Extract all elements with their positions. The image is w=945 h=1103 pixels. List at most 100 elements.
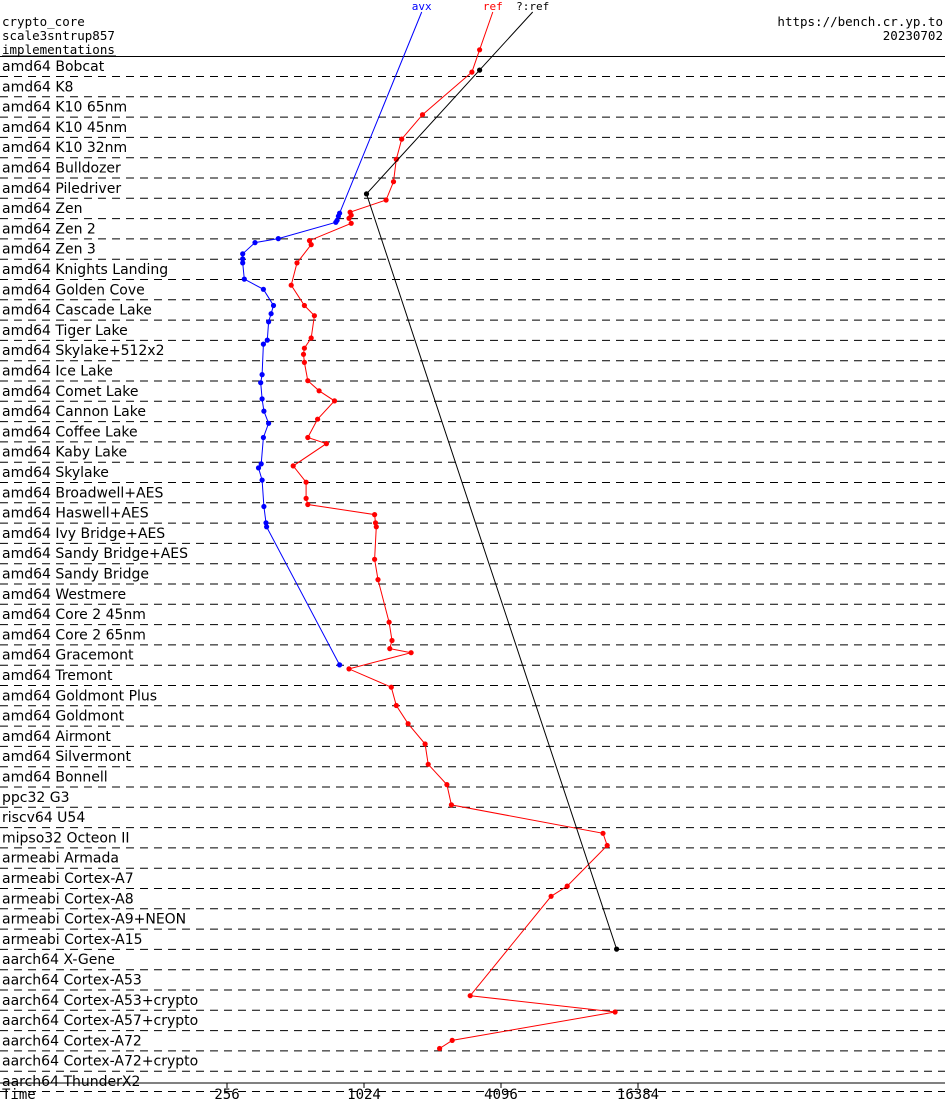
row-label: amd64 Cannon Lake <box>2 404 146 420</box>
row-label: amd64 Bonnell <box>2 770 108 786</box>
data-point <box>437 1045 443 1052</box>
data-point <box>240 260 246 266</box>
data-point <box>308 242 314 248</box>
header-line-primitive: crypto_core <box>2 14 85 29</box>
row-label: riscv64 U54 <box>2 810 85 826</box>
row-label: mipso32 Octeon II <box>2 830 130 846</box>
data-point <box>290 463 296 469</box>
row-label: amd64 Bulldozer <box>2 161 121 177</box>
row-label: amd64 Gracemont <box>2 648 134 664</box>
data-point <box>259 477 265 483</box>
data-point <box>303 495 309 501</box>
data-point <box>252 240 258 246</box>
data-point <box>337 662 343 668</box>
row-label: amd64 K10 32nm <box>2 140 127 156</box>
data-point <box>372 520 379 526</box>
data-point <box>612 1009 618 1015</box>
data-point <box>300 351 307 357</box>
data-point <box>260 434 266 441</box>
x-tick-label: 1024 <box>347 1087 381 1103</box>
data-point <box>419 112 426 118</box>
data-point <box>477 67 483 73</box>
data-point <box>275 236 281 242</box>
data-point <box>600 830 606 836</box>
data-point <box>346 666 352 672</box>
data-point <box>258 380 264 386</box>
row-label: aarch64 ThunderX2 <box>2 1074 140 1090</box>
series-legend-label: ref <box>483 0 503 13</box>
data-point <box>266 319 272 325</box>
data-point <box>363 191 370 197</box>
x-axis: Time 256 1024 4096 16384 <box>0 1082 945 1103</box>
row-label: amd64 Core 2 45nm <box>2 607 146 623</box>
row-label: aarch64 Cortex-A57+crypto <box>2 1013 198 1029</box>
data-point <box>348 220 354 226</box>
data-point <box>564 883 570 889</box>
chart-header: crypto_core scale3sntrup857 implementati… <box>2 14 943 57</box>
data-point <box>266 420 272 426</box>
series-group: avx <box>240 0 432 668</box>
data-point <box>373 524 379 530</box>
data-point <box>260 286 266 292</box>
data-point <box>333 219 339 225</box>
data-point <box>260 341 266 347</box>
data-point <box>405 721 411 727</box>
row-label: aarch64 Cortex-A72+crypto <box>2 1054 198 1070</box>
row-label: amd64 Skylake <box>2 465 109 481</box>
data-point <box>372 556 378 562</box>
row-label: amd64 Zen <box>2 201 82 217</box>
row-label: amd64 Tremont <box>2 668 113 684</box>
row-separators <box>0 56 945 1092</box>
data-point <box>449 1037 455 1043</box>
row-label: amd64 Zen 2 <box>2 221 96 237</box>
data-point <box>263 520 269 526</box>
x-tick-label: 4096 <box>484 1087 518 1103</box>
series-line <box>242 11 423 666</box>
series-layer: avx ref ?:ref <box>240 0 620 1052</box>
data-point <box>388 684 394 690</box>
data-point <box>387 646 393 652</box>
data-point <box>264 337 270 343</box>
data-point <box>425 761 431 767</box>
row-labels: amd64 Bobcat amd64 K8 amd64 K10 65nm amd64 … <box>2 59 198 1090</box>
row-label: amd64 Ice Lake <box>2 364 113 380</box>
row-label: amd64 Piledriver <box>2 181 121 197</box>
data-point <box>264 524 270 530</box>
row-label: amd64 K10 65nm <box>2 100 127 116</box>
row-label: armeabi Cortex-A8 <box>2 891 134 907</box>
data-point <box>305 434 311 441</box>
row-label: amd64 Comet Lake <box>2 384 139 400</box>
data-point <box>331 398 338 404</box>
row-label: amd64 Westmere <box>2 587 126 603</box>
data-point <box>346 215 352 221</box>
row-label: aarch64 X-Gene <box>2 952 115 968</box>
row-label: amd64 Sandy Bridge <box>2 567 149 583</box>
data-point <box>311 313 317 319</box>
header-source-url: https://bench.cr.yp.to <box>777 14 943 29</box>
data-point <box>306 238 313 244</box>
row-label: amd64 Broadwell+AES <box>2 485 163 501</box>
header-line-implementations: implementations <box>2 42 115 57</box>
data-point <box>477 47 483 53</box>
data-point <box>301 302 307 309</box>
row-label: aarch64 Cortex-A53 <box>2 973 142 989</box>
series-line <box>290 11 616 1049</box>
data-point <box>305 378 311 384</box>
x-axis-label: Time <box>2 1087 36 1103</box>
series-legend-label: ?:ref <box>516 0 549 13</box>
data-point <box>448 802 454 808</box>
series-line <box>365 11 618 950</box>
data-point <box>303 479 309 485</box>
data-point <box>614 946 620 952</box>
row-label: armeabi Cortex-A7 <box>2 871 134 887</box>
row-label: armeabi Armada <box>2 851 119 867</box>
row-label: amd64 Zen 3 <box>2 242 96 258</box>
data-point <box>375 577 381 583</box>
series-group: ?:ref <box>363 0 620 952</box>
data-point <box>408 650 414 656</box>
data-point <box>399 136 405 142</box>
row-label: ppc32 G3 <box>2 790 70 806</box>
data-point <box>315 416 321 422</box>
x-tick-label: 256 <box>214 1087 239 1103</box>
